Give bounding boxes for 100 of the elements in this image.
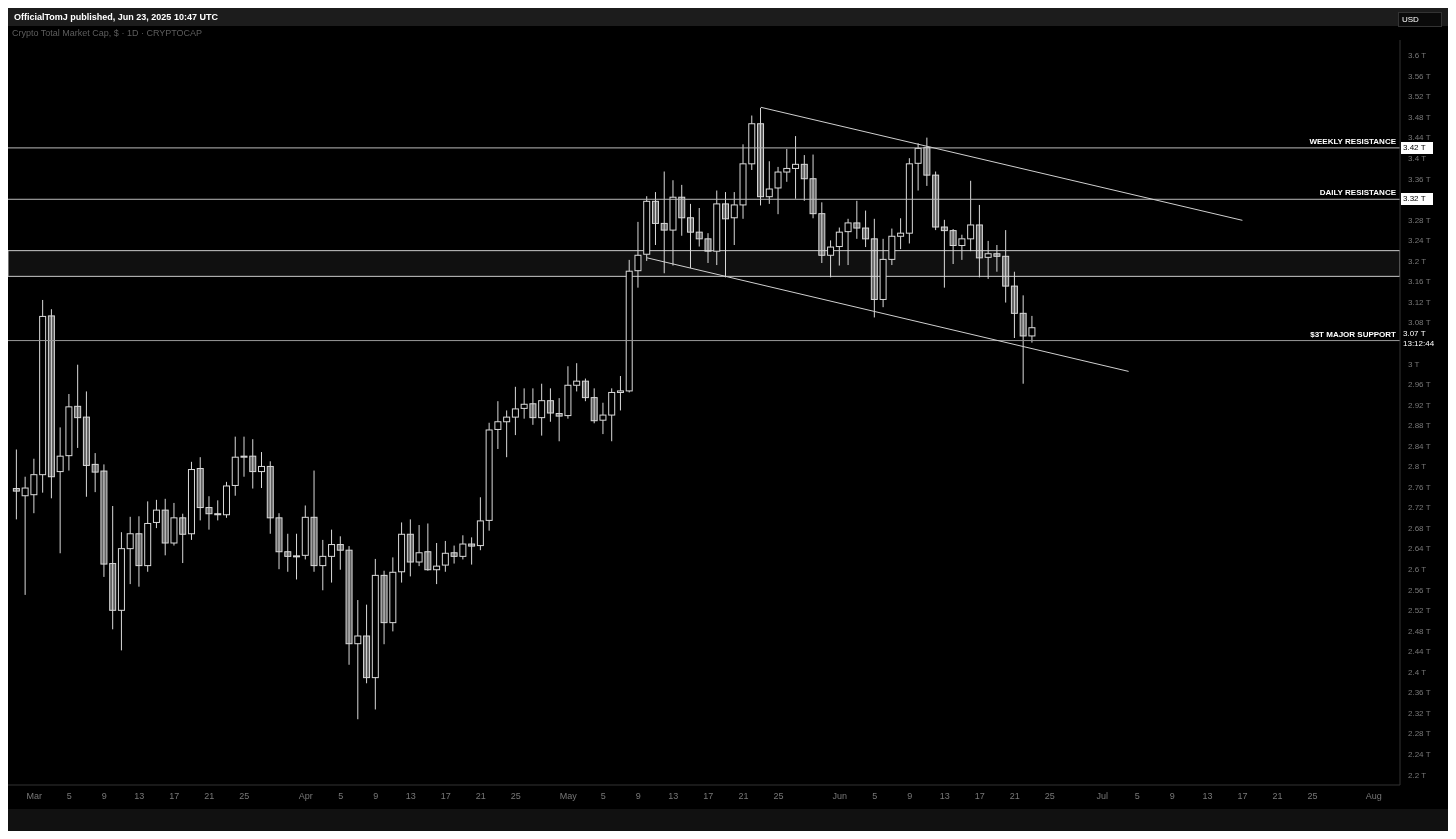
y-tick-label: 3.52 T — [1408, 92, 1431, 102]
x-tick-label: 17 — [703, 791, 714, 802]
y-tick-label: 2.92 T — [1408, 400, 1431, 410]
candlestick — [82, 390, 90, 498]
x-tick-label: 21 — [475, 791, 486, 802]
candlestick — [792, 135, 800, 200]
y-tick-label: 3.2 T — [1408, 256, 1427, 266]
candlestick — [310, 470, 318, 573]
candlestick — [328, 529, 336, 584]
x-tick-label: Jul — [1096, 791, 1109, 802]
candlestick — [56, 426, 64, 554]
x-tick-label: 17 — [169, 791, 180, 802]
candlestick — [651, 191, 659, 246]
candlestick — [214, 499, 222, 521]
candlestick — [678, 184, 686, 237]
candlestick — [380, 570, 388, 645]
candlestick — [511, 386, 519, 436]
y-tick-label: 3 T — [1408, 359, 1420, 369]
candlestick — [844, 218, 852, 266]
candlestick — [853, 200, 861, 240]
candlestick — [818, 201, 826, 264]
candlestick — [975, 204, 983, 278]
x-tick-label: 5 — [600, 791, 606, 802]
x-tick-label: 21 — [738, 791, 749, 802]
x-tick-label: 5 — [1134, 791, 1140, 802]
candlestick — [205, 495, 213, 531]
y-tick-label: 2.44 T — [1408, 647, 1431, 657]
candlestick — [284, 533, 292, 573]
y-tick-label: 2.52 T — [1408, 606, 1431, 616]
x-tick-label: 25 — [773, 791, 784, 802]
candlestick — [293, 533, 301, 580]
x-tick-label: 13 — [939, 791, 950, 802]
ref-line-label: WEEKLY RESISTANCE — [1309, 136, 1397, 146]
x-tick-label: 21 — [204, 791, 215, 802]
candlestick — [546, 387, 554, 423]
y-tick-label: 2.32 T — [1408, 708, 1431, 718]
candlestick — [345, 545, 353, 666]
x-tick-label: Aug — [1365, 791, 1382, 802]
y-tick-label: 3.12 T — [1408, 297, 1431, 307]
candlestick — [923, 137, 931, 187]
x-tick-label: 9 — [101, 791, 107, 802]
candlestick — [538, 383, 546, 437]
y-tick-label: 3.08 T — [1408, 318, 1431, 328]
candlestick — [196, 456, 204, 521]
y-tick-label: 2.96 T — [1408, 380, 1431, 390]
x-tick-label: May — [559, 791, 578, 802]
text: 3.07 T 13:12:44 — [1401, 327, 1435, 350]
y-tick-label: 2.8 T — [1408, 462, 1427, 472]
candlestick — [634, 221, 642, 289]
candlestick — [336, 535, 344, 571]
candlestick — [12, 448, 20, 520]
y-tick-label: 2.76 T — [1408, 482, 1431, 492]
y-tick-label: 3.36 T — [1408, 174, 1431, 184]
candlestick — [827, 239, 835, 278]
x-tick-label: 21 — [1272, 791, 1283, 802]
y-tick-label: 3.6 T — [1408, 51, 1427, 61]
candlestick — [354, 599, 362, 720]
y-tick-label: 2.48 T — [1408, 626, 1431, 636]
candlestick — [949, 228, 957, 265]
candlestick — [415, 524, 423, 567]
y-tick-label: 2.36 T — [1408, 688, 1431, 698]
candlestick — [520, 387, 528, 420]
x-tick-label: 25 — [1044, 791, 1055, 802]
x-tick-label: 25 — [510, 791, 521, 802]
y-tick-label: 2.24 T — [1408, 750, 1431, 760]
candlestick — [319, 539, 327, 591]
candlestick — [135, 515, 143, 588]
candlestick — [704, 232, 712, 264]
candlestick — [897, 217, 905, 250]
candlestick — [161, 498, 169, 556]
candlestick — [433, 542, 441, 585]
x-tick-label: 17 — [1237, 791, 1248, 802]
candlestick — [1002, 229, 1010, 304]
y-tick-label: 3.24 T — [1408, 236, 1431, 246]
y-tick-label: 3.4 T — [1408, 154, 1427, 164]
candlestick — [616, 375, 624, 411]
candlestick — [993, 244, 1001, 273]
candlestick — [757, 107, 765, 206]
x-tick-label: 17 — [974, 791, 985, 802]
x-tick-label: Jun — [832, 791, 847, 802]
y-tick-label: 2.2 T — [1408, 770, 1427, 780]
candlestick — [266, 460, 274, 535]
x-tick-label: 9 — [373, 791, 379, 802]
chart-title: Crypto Total Market Cap, $ · 1D · CRYPTOCAP — [12, 28, 203, 38]
candlestick — [529, 387, 537, 426]
candlestick — [441, 540, 449, 573]
candlestick — [152, 499, 160, 529]
x-tick-label: 5 — [338, 791, 344, 802]
ref-line-label: $3T MAJOR SUPPORT — [1310, 329, 1397, 339]
y-tick-label: 2.68 T — [1408, 523, 1431, 533]
candlestick — [258, 451, 266, 489]
x-tick-label: Apr — [298, 791, 313, 802]
x-tick-label: 5 — [66, 791, 72, 802]
candlestick — [47, 308, 55, 499]
candlestick — [459, 534, 467, 560]
y-tick-label: 3.56 T — [1408, 71, 1431, 81]
candlestick — [179, 513, 187, 564]
x-tick-label: 9 — [1169, 791, 1175, 802]
candlestick — [363, 604, 371, 684]
candlestick — [932, 171, 940, 231]
